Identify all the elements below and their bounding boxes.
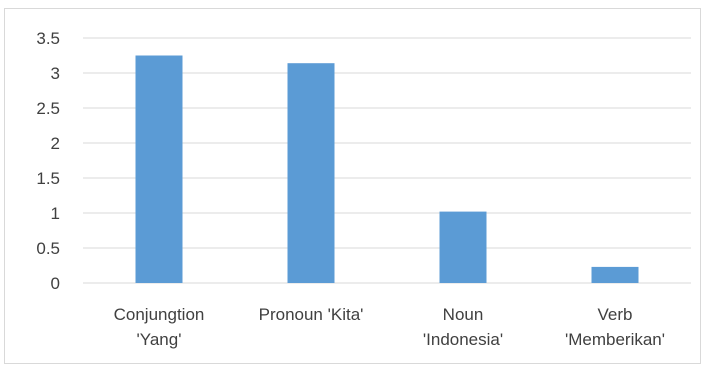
category-label-0-line-1: 'Yang' [137, 330, 182, 349]
bars [135, 55, 639, 284]
y-tick-label-1: 0.5 [36, 239, 60, 258]
bar-0 [135, 55, 183, 283]
category-label-0-line-0: Conjungtion [114, 305, 205, 324]
category-label-2-line-0: Noun [443, 305, 484, 324]
y-tick-label-2: 1 [51, 204, 60, 223]
y-tick-label-5: 2.5 [36, 99, 60, 118]
x-axis-category-labels: Conjungtion 'Yang' Pronoun 'Kita' Noun 'Indo… [114, 305, 665, 349]
y-tick-label-4: 2 [51, 134, 60, 153]
category-label-2-line-1: 'Indonesia' [423, 330, 503, 349]
category-label-3-line-0: Verb [598, 305, 633, 324]
y-tick-label-6: 3 [51, 64, 60, 83]
bar-2 [439, 211, 487, 283]
bar-1 [287, 63, 335, 284]
gridlines [83, 37, 691, 284]
y-tick-label-0: 0 [51, 274, 60, 293]
category-label-1-line-0: Pronoun 'Kita' [259, 305, 364, 324]
chart-frame [4, 8, 701, 364]
y-tick-label-7: 3.5 [36, 29, 60, 48]
y-axis-tick-labels: 0 0.5 1 1.5 2 2.5 3 3.5 [36, 29, 60, 293]
bar-3 [591, 266, 639, 283]
category-label-3-line-1: 'Memberikan' [565, 330, 665, 349]
y-tick-label-3: 1.5 [36, 169, 60, 188]
